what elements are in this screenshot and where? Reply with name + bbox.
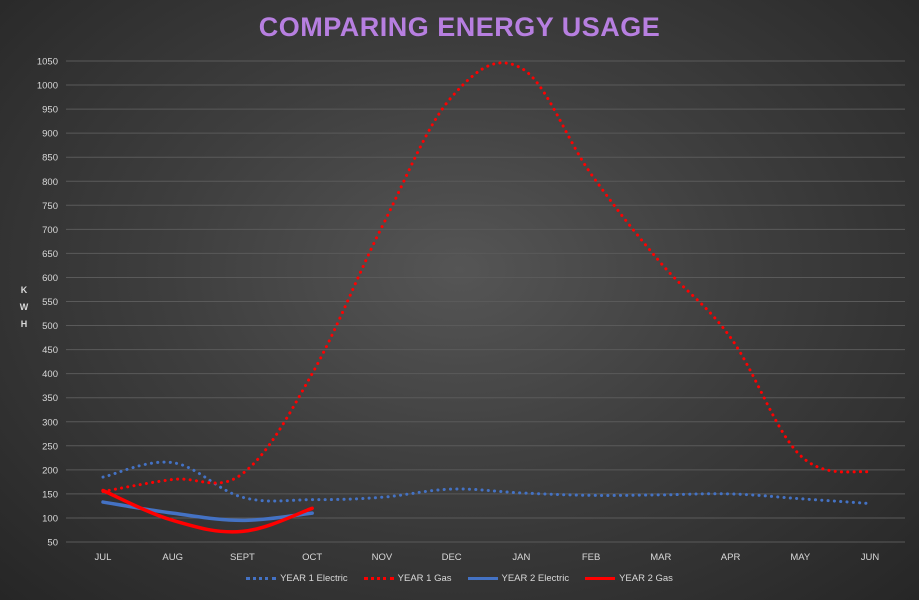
y-tick-label: 500 — [42, 321, 58, 332]
x-tick-label: NOV — [372, 552, 393, 563]
y-tick-label: 750 — [42, 201, 58, 212]
y-axis-label-letter: H — [20, 319, 28, 329]
legend-item: YEAR 1 Gas — [363, 573, 452, 584]
x-tick-label: JUN — [861, 552, 880, 563]
y-tick-label: 850 — [42, 153, 58, 164]
legend-item: YEAR 1 Electric — [246, 573, 348, 584]
x-tick-label: SEPT — [230, 552, 255, 563]
legend-swatch — [246, 577, 277, 580]
y-tick-label: 250 — [42, 441, 58, 452]
legend-label: YEAR 1 Gas — [397, 573, 452, 584]
y-tick-label: 150 — [42, 489, 58, 500]
y-tick-label: 800 — [42, 177, 58, 188]
series-line-year-1-electric — [101, 460, 872, 506]
y-tick-label: 650 — [42, 249, 58, 260]
legend-label: YEAR 2 Gas — [619, 573, 673, 584]
series-line-year-2-gas — [101, 488, 314, 534]
y-tick-label: 450 — [42, 345, 58, 356]
legend-label: YEAR 2 Electric — [501, 573, 570, 584]
x-tick-label: MAR — [650, 552, 671, 563]
legend-swatch — [363, 577, 394, 580]
legend: YEAR 1 Electric YEAR 1 Gas YEAR 2 Electric… — [0, 573, 919, 584]
y-tick-label: 700 — [42, 225, 58, 236]
x-tick-label: AUG — [162, 552, 183, 563]
y-tick-label: 1000 — [37, 81, 58, 92]
series-line-year-1-gas — [101, 61, 872, 493]
y-tick-label: 950 — [42, 105, 58, 116]
y-tick-label: 550 — [42, 297, 58, 308]
legend-label: YEAR 1 Electric — [280, 573, 348, 584]
legend-item: YEAR 2 Electric — [467, 573, 570, 584]
x-tick-label: DEC — [442, 552, 462, 563]
x-tick-label: MAY — [790, 552, 811, 563]
y-axis-label: K W H — [18, 282, 30, 333]
x-tick-label: OCT — [302, 552, 322, 563]
y-tick-label: 50 — [47, 538, 58, 549]
x-tick-label: JAN — [512, 552, 530, 563]
legend-item: YEAR 2 Gas — [585, 573, 673, 584]
chart-title: COMPARING ENERGY USAGE — [258, 12, 661, 42]
y-tick-label: 1050 — [37, 57, 58, 68]
x-tick-label: JUL — [95, 552, 112, 563]
y-tick-label: 600 — [42, 273, 58, 284]
y-tick-label: 900 — [42, 129, 58, 140]
y-tick-label: 100 — [42, 513, 58, 524]
y-tick-label: 300 — [42, 417, 58, 428]
y-tick-label: 400 — [42, 369, 58, 380]
y-axis-label-letter: W — [19, 302, 29, 312]
legend-swatch — [467, 577, 498, 580]
y-tick-label: 350 — [42, 393, 58, 404]
legend-swatch — [585, 577, 616, 580]
y-axis-label-letter: K — [20, 285, 28, 295]
x-tick-label: APR — [721, 552, 741, 563]
series-line-year-2-electric — [101, 500, 314, 523]
x-tick-label: FEB — [582, 552, 600, 563]
y-tick-label: 200 — [42, 465, 58, 476]
